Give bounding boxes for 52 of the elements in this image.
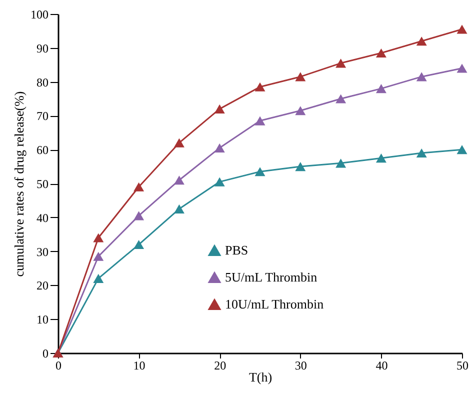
point bbox=[134, 240, 144, 250]
x-tick-label: 10 bbox=[133, 358, 146, 372]
point bbox=[134, 211, 144, 220]
point bbox=[456, 64, 468, 73]
y-tick-label: 90 bbox=[36, 41, 48, 56]
point bbox=[254, 167, 266, 176]
y-tick-label: 20 bbox=[36, 278, 48, 293]
point bbox=[376, 84, 386, 94]
point bbox=[416, 148, 427, 158]
x-tick-label: 0 bbox=[56, 358, 62, 372]
y-tick-label: 80 bbox=[36, 75, 48, 90]
y-tick-label: 10 bbox=[36, 312, 48, 327]
x-tick-label: 50 bbox=[456, 358, 468, 372]
point bbox=[214, 143, 225, 152]
y-tick-label: 0 bbox=[42, 346, 48, 360]
point bbox=[93, 252, 104, 261]
x-axis-title: T(h) bbox=[248, 370, 272, 384]
point bbox=[174, 204, 184, 214]
point bbox=[174, 176, 184, 185]
legend-label: PBS bbox=[225, 242, 248, 258]
point bbox=[295, 162, 306, 172]
x-tick-label: 40 bbox=[376, 358, 388, 372]
x-tick-label: 20 bbox=[214, 358, 226, 372]
y-tick-label: 30 bbox=[36, 244, 48, 259]
legend-label: 10U/mL Thrombin bbox=[225, 296, 324, 312]
point bbox=[376, 48, 386, 58]
y-axis-title: cumulative rates of drug release(%) bbox=[12, 91, 26, 277]
point bbox=[336, 94, 346, 104]
point bbox=[134, 182, 144, 192]
point bbox=[254, 82, 266, 92]
point bbox=[93, 233, 104, 242]
y-tick-label: 60 bbox=[36, 143, 48, 158]
point bbox=[336, 158, 346, 168]
point bbox=[456, 24, 468, 34]
y-tick-label: 50 bbox=[36, 177, 48, 191]
point bbox=[93, 274, 104, 283]
legend-label: 5U/mL Thrombin bbox=[225, 270, 318, 284]
point bbox=[174, 138, 184, 148]
point bbox=[376, 154, 386, 163]
point bbox=[254, 116, 266, 126]
y-tick-label: 70 bbox=[36, 109, 48, 124]
point bbox=[456, 145, 468, 154]
point bbox=[336, 58, 346, 68]
point bbox=[416, 72, 427, 82]
point bbox=[295, 106, 306, 116]
y-tick-label: 40 bbox=[36, 210, 48, 225]
point bbox=[214, 104, 225, 114]
y-tick-label: 100 bbox=[30, 8, 48, 22]
point bbox=[295, 72, 306, 82]
point bbox=[416, 36, 427, 46]
x-tick-label: 30 bbox=[294, 358, 307, 372]
point bbox=[214, 177, 225, 186]
